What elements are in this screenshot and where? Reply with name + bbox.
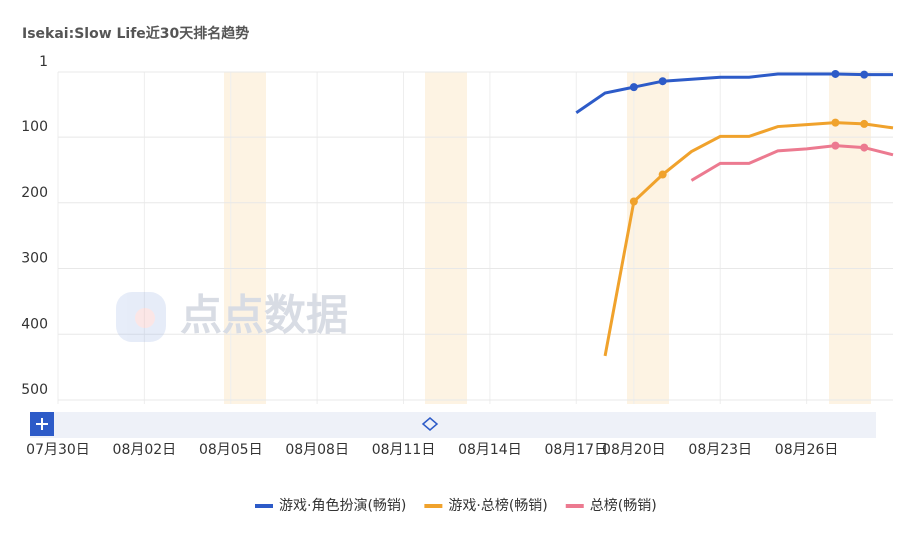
series-line bbox=[603, 121, 894, 357]
logo-shape bbox=[116, 292, 166, 342]
x-tick-label: 08月17日 bbox=[544, 442, 608, 458]
x-tick-label: 08月20日 bbox=[602, 442, 666, 458]
chart-title: Isekai:Slow Life近30天排名趋势 bbox=[22, 25, 249, 42]
point bbox=[831, 69, 840, 78]
y-tick-label: 1 bbox=[39, 54, 48, 70]
y-tick-label: 300 bbox=[21, 251, 48, 267]
y-tick-label: 100 bbox=[21, 119, 48, 135]
point bbox=[831, 141, 840, 150]
zoom-button-icon bbox=[36, 418, 48, 430]
x-tick-label: 08月26日 bbox=[775, 442, 839, 458]
zoom-slider[interactable] bbox=[30, 412, 876, 438]
highlight-band bbox=[627, 72, 669, 404]
highlight-band bbox=[425, 72, 467, 404]
legend-label: 游戏·总榜(畅销) bbox=[448, 497, 547, 514]
point bbox=[658, 77, 667, 86]
highlight-bands bbox=[224, 72, 871, 404]
x-tick-label: 07月30日 bbox=[26, 442, 90, 458]
x-tick-label: 08月05日 bbox=[199, 442, 263, 458]
slider-handle[interactable] bbox=[421, 417, 439, 431]
point bbox=[860, 143, 869, 152]
x-tick-label: 08月14日 bbox=[458, 442, 522, 458]
point bbox=[831, 118, 840, 127]
point bbox=[658, 170, 667, 179]
point bbox=[629, 83, 638, 92]
series-line bbox=[690, 144, 894, 182]
x-tick-label: 08月02日 bbox=[113, 442, 177, 458]
y-tick-label: 500 bbox=[21, 382, 48, 398]
series-line bbox=[575, 72, 893, 114]
watermark-logo bbox=[116, 292, 166, 342]
point bbox=[860, 119, 869, 128]
point bbox=[629, 197, 638, 206]
legend-label: 总榜(畅销) bbox=[590, 497, 657, 514]
legend-label: 游戏·角色扮演(畅销) bbox=[279, 497, 406, 514]
x-tick-label: 08月11日 bbox=[372, 442, 436, 458]
logo-dot bbox=[135, 308, 155, 328]
y-tick-label: 200 bbox=[21, 185, 48, 201]
watermark: 点点数据 bbox=[180, 291, 348, 340]
y-tick-label: 400 bbox=[21, 316, 48, 332]
point bbox=[860, 70, 869, 79]
legend: 游戏·角色扮演(畅销) 游戏·总榜(畅销) 总榜(畅销) bbox=[255, 497, 657, 514]
x-tick-label: 08月23日 bbox=[688, 442, 752, 458]
x-tick-label: 08月08日 bbox=[285, 442, 349, 458]
